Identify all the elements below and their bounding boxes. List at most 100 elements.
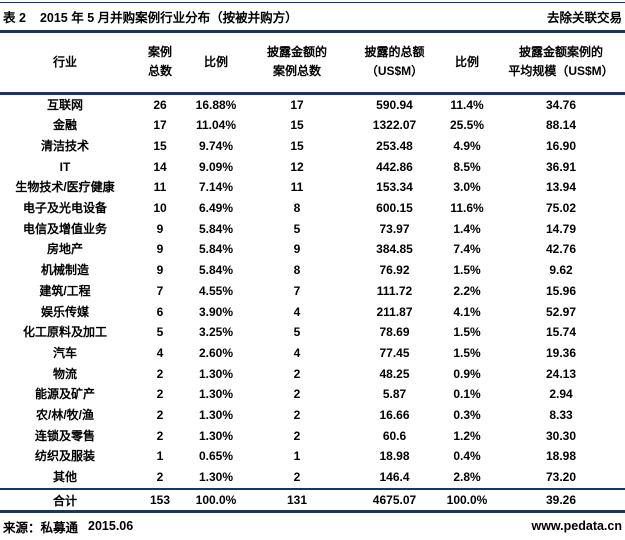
col-header-pct: 比例 bbox=[190, 33, 242, 95]
table-row: 电信及增值业务 9 5.84% 5 73.97 1.4% 14.79 bbox=[0, 219, 625, 240]
table-header: 行业 案例 总数 比例 披露金额的 案例总数 披露的总额 （US$M） bbox=[0, 33, 625, 95]
cell-disclosed-deal-count: 4 bbox=[293, 345, 301, 360]
cell-avg-size: 34.76 bbox=[545, 97, 577, 112]
cell-disclosed-deal-count: 7 bbox=[293, 283, 301, 298]
col-header-line: 比例 bbox=[454, 54, 479, 69]
cell-avg-size: 73.20 bbox=[545, 470, 577, 485]
cell-disclosed-total: 76.92 bbox=[379, 263, 410, 278]
cell-disclosed-total: 211.87 bbox=[376, 304, 413, 319]
col-header-line: 披露金额案例的 bbox=[518, 45, 603, 60]
cell-disclosed-pct: 1.5% bbox=[453, 345, 481, 360]
table-row: 化工原料及加工 5 3.25% 5 78.69 1.5% 15.74 bbox=[0, 322, 625, 343]
table-row: 农/林/牧/渔 2 1.30% 2 16.66 0.3% 8.33 bbox=[0, 405, 625, 426]
cell-industry: 物流 bbox=[52, 366, 77, 381]
cell-deal-count: 5 bbox=[156, 325, 164, 340]
total-cell-disclosed-deal-count: 131 bbox=[242, 487, 352, 514]
cell-disclosed-total: 384.85 bbox=[376, 242, 413, 257]
cell-deal-count: 10 bbox=[153, 201, 167, 216]
cell-disclosed-pct: 4.1% bbox=[453, 304, 481, 319]
cell-deal-count: 14 bbox=[153, 159, 167, 174]
col-header-industry: 行业 bbox=[0, 33, 130, 95]
table-row: 娱乐传媒 6 3.90% 4 211.87 4.1% 52.97 bbox=[0, 302, 625, 323]
cell-disclosed-total: 153.34 bbox=[376, 180, 413, 195]
cell-industry: 纺织及服装 bbox=[34, 449, 95, 464]
cell-avg-size: 13.94 bbox=[545, 180, 577, 195]
cell-disclosed-pct: 0.4% bbox=[453, 449, 481, 464]
cell-avg-size: 15.74 bbox=[545, 325, 577, 340]
col-header-line: 披露金额的 bbox=[266, 45, 327, 60]
cell-pct: 5.84% bbox=[198, 263, 234, 278]
cell-pct: 1.30% bbox=[198, 408, 234, 423]
cell-industry: 房地产 bbox=[46, 242, 83, 257]
cell-avg-size: 18.98 bbox=[545, 449, 577, 464]
cell-disclosed-total: 18.98 bbox=[379, 449, 410, 464]
total-cell-disclosed-pct: 100.0% bbox=[437, 487, 497, 514]
cell-industry: 电子及光电设备 bbox=[22, 201, 107, 216]
total-cell-pct: 100.0% bbox=[190, 487, 242, 514]
cell-pct: 3.90% bbox=[198, 304, 234, 319]
col-header-line: 平均规模（US$M） bbox=[508, 64, 614, 79]
cell-disclosed-pct: 4.9% bbox=[453, 138, 481, 153]
cell-disclosed-pct: 0.1% bbox=[453, 387, 481, 402]
col-header-disclosed-pct: 比例 bbox=[437, 33, 497, 95]
cell-disclosed-pct: 1.5% bbox=[453, 263, 481, 278]
cell-avg-size: 16.90 bbox=[545, 138, 577, 153]
title-bar: 表 2 2015 年 5 月并购案例行业分布（按被并购方） 去除关联交易 bbox=[0, 3, 625, 30]
cell-disclosed-deal-count: 2 bbox=[293, 366, 301, 381]
cell-disclosed-deal-count: 2 bbox=[293, 387, 301, 402]
total-cell-disclosed-total: 4675.07 bbox=[352, 487, 437, 514]
cell-deal-count: 4 bbox=[156, 345, 164, 360]
cell-industry: 金融 bbox=[52, 118, 77, 133]
cell-disclosed-deal-count: 12 bbox=[290, 159, 304, 174]
table-number-label: 表 2 bbox=[3, 11, 26, 25]
table-row: 纺织及服装 1 0.65% 1 18.98 0.4% 18.98 bbox=[0, 446, 625, 467]
cell-disclosed-deal-count: 5 bbox=[293, 325, 301, 340]
table-row: 能源及矿产 2 1.30% 2 5.87 0.1% 2.94 bbox=[0, 384, 625, 405]
col-header-deal-count: 案例 总数 bbox=[130, 33, 190, 95]
total-row: 合计 153 100.0% 131 4675.07 100.0% 39.26 bbox=[0, 487, 625, 514]
col-header-avg-size: 披露金额案例的 平均规模（US$M） bbox=[497, 33, 625, 95]
cell-disclosed-pct: 7.4% bbox=[453, 242, 481, 257]
cell-disclosed-deal-count: 2 bbox=[293, 470, 301, 485]
cell-deal-count: 7 bbox=[156, 283, 164, 298]
cell-disclosed-deal-count: 15 bbox=[290, 118, 304, 133]
website-text: www.pedata.cn bbox=[531, 519, 622, 534]
table-row: 金融 17 11.04% 15 1322.07 25.5% 88.14 bbox=[0, 115, 625, 136]
cell-avg-size: 75.02 bbox=[545, 201, 577, 216]
table-footer: 合计 153 100.0% 131 4675.07 100.0% 39.26 bbox=[0, 487, 625, 514]
cell-deal-count: 2 bbox=[156, 387, 164, 402]
col-header-disclosed-deal-count: 披露金额的 案例总数 bbox=[242, 33, 352, 95]
col-header-line: 总数 bbox=[147, 64, 172, 79]
cell-deal-count: 2 bbox=[156, 408, 164, 423]
col-header-line: （US$M） bbox=[365, 64, 424, 79]
cell-industry: 生物技术/医疗健康 bbox=[15, 180, 115, 195]
table-row: 汽车 4 2.60% 4 77.45 1.5% 19.36 bbox=[0, 343, 625, 364]
table-body: 互联网 26 16.88% 17 590.94 11.4% 34.76 金融 17 11.04% 1… bbox=[0, 93, 625, 489]
cell-disclosed-deal-count: 9 bbox=[293, 242, 301, 257]
cell-disclosed-deal-count: 5 bbox=[293, 221, 301, 236]
cell-industry: 连锁及零售 bbox=[34, 428, 95, 443]
cell-disclosed-deal-count: 8 bbox=[293, 263, 301, 278]
cell-avg-size: 2.94 bbox=[549, 387, 573, 402]
table-row: 其他 2 1.30% 2 146.4 2.8% 73.20 bbox=[0, 467, 625, 489]
cell-disclosed-pct: 0.3% bbox=[453, 408, 481, 423]
cell-industry: 清洁技术 bbox=[40, 138, 89, 153]
title-divider bbox=[0, 30, 625, 33]
cell-deal-count: 9 bbox=[156, 221, 164, 236]
cell-pct: 1.30% bbox=[198, 428, 234, 443]
top-divider bbox=[0, 2, 625, 3]
page-title: 2015 年 5 月并购案例行业分布（按被并购方） bbox=[39, 11, 298, 25]
col-header-line: 比例 bbox=[203, 54, 228, 69]
total-cell-avg-size: 39.26 bbox=[497, 487, 625, 514]
source-note: 来源：私募通 2015.06 bbox=[3, 517, 133, 536]
cell-deal-count: 2 bbox=[156, 470, 164, 485]
table-row: 房地产 9 5.84% 9 384.85 7.4% 42.76 bbox=[0, 239, 625, 260]
table-row: 电子及光电设备 10 6.49% 8 600.15 11.6% 75.02 bbox=[0, 198, 625, 219]
cell-avg-size: 36.91 bbox=[545, 159, 577, 174]
col-header-line: 案例 bbox=[147, 45, 172, 60]
cell-industry: IT bbox=[59, 159, 71, 174]
cell-disclosed-total: 16.66 bbox=[379, 408, 410, 423]
cell-deal-count: 15 bbox=[153, 138, 167, 153]
table-header-row: 行业 案例 总数 比例 披露金额的 案例总数 披露的总额 （US$M） bbox=[0, 33, 625, 95]
cell-avg-size: 24.13 bbox=[545, 366, 577, 381]
